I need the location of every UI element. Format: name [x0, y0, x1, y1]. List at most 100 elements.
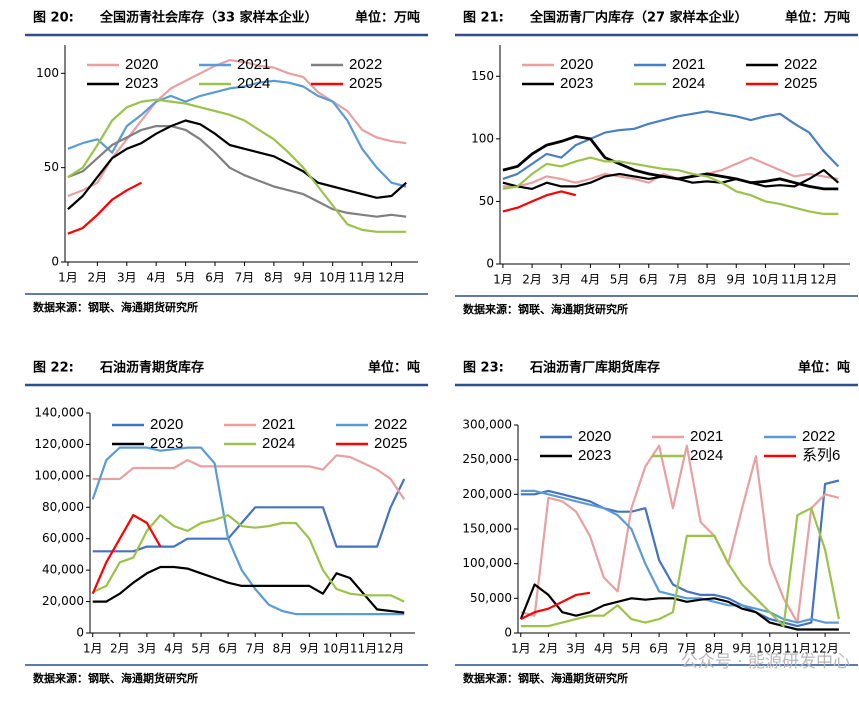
- x-tick-label: 7月: [235, 271, 255, 285]
- legend-label: 2021: [262, 416, 295, 433]
- x-tick-label: 7月: [677, 642, 697, 656]
- legend-label: 2025: [349, 75, 382, 92]
- series-line: [92, 514, 405, 603]
- legend-label: 2023: [560, 75, 593, 92]
- series-line: [67, 125, 407, 218]
- legend-label: 2023: [150, 435, 183, 452]
- series-line: [520, 479, 840, 628]
- chart-unit: 单位：吨: [368, 360, 420, 376]
- chart-title: 石油沥青厂库期货库存: [529, 360, 660, 376]
- x-tick-label: 1月: [83, 642, 103, 656]
- x-tick-label: 11月: [781, 273, 808, 287]
- series-line: [67, 119, 407, 211]
- x-tick-label: 12月: [377, 642, 404, 656]
- source-note: 数据来源：钢联、海通期货研究所: [33, 300, 198, 314]
- x-tick-label: 6月: [205, 271, 225, 285]
- legend-label: 2024: [262, 435, 295, 452]
- y-tick-label: 50: [479, 194, 494, 208]
- legend-label: 2020: [578, 428, 611, 445]
- x-tick-label: 9月: [300, 642, 320, 656]
- chart-unit: 单位：吨: [798, 360, 850, 376]
- figure-label: 图 20:: [33, 11, 74, 26]
- series-line: [91, 446, 405, 616]
- series-line: [502, 169, 840, 190]
- series-line: [91, 514, 162, 595]
- x-tick-label: 8月: [705, 642, 725, 656]
- x-tick-label: 7月: [245, 642, 265, 656]
- legend-label: 2024: [672, 75, 705, 92]
- series-line: [502, 156, 839, 215]
- x-tick-label: 3月: [566, 642, 586, 656]
- y-tick-label: 150: [471, 69, 494, 83]
- y-tick-label: 0: [76, 626, 84, 640]
- series-line: [67, 79, 407, 188]
- source-note: 数据来源：钢联、海通期货研究所: [463, 671, 628, 685]
- y-tick-label: 300,000: [462, 418, 512, 432]
- y-tick-label: 100,000: [462, 556, 512, 570]
- x-tick-label: 6月: [218, 642, 238, 656]
- figure-label: 图 22:: [33, 361, 74, 376]
- x-tick-label: 12月: [810, 273, 837, 287]
- series-line: [502, 110, 840, 180]
- x-tick-label: 3月: [551, 273, 571, 287]
- y-tick-label: 60,000: [42, 531, 84, 545]
- series-line: [502, 135, 839, 191]
- y-tick-label: 100: [471, 131, 494, 145]
- watermark: 公众号 · 能源研发中心: [681, 652, 850, 672]
- y-tick-label: 200,000: [462, 487, 512, 501]
- x-tick-label: 4月: [581, 273, 601, 287]
- figure-label: 图 21:: [463, 11, 504, 26]
- legend-label: 2022: [784, 56, 817, 73]
- legend-label: 2024: [237, 75, 270, 92]
- chart-panel: 图 20: 全国沥青社会库存（33 家样本企业） 单位：万吨数据来源：钢联、海通期货…: [25, 10, 428, 314]
- x-tick-label: 5月: [622, 642, 642, 656]
- x-tick-label: 11月: [784, 642, 811, 656]
- x-tick-label: 11月: [350, 642, 377, 656]
- legend-label: 2022: [349, 56, 382, 73]
- legend-label: 2020: [560, 56, 593, 73]
- x-tick-label: 10月: [319, 271, 346, 285]
- legend-label: 2022: [802, 428, 835, 445]
- series-line: [520, 489, 839, 624]
- series-line: [520, 591, 591, 621]
- x-tick-label: 8月: [272, 642, 292, 656]
- legend-label: 2021: [672, 56, 705, 73]
- x-tick-label: 8月: [264, 271, 284, 285]
- source-note: 数据来源：钢联、海通期货研究所: [33, 671, 198, 685]
- x-tick-label: 4月: [164, 642, 184, 656]
- legend-label: 2020: [125, 56, 158, 73]
- y-tick-label: 0: [51, 255, 59, 269]
- chart-title: 全国沥青社会库存（33 家样本企业）: [99, 10, 318, 26]
- x-tick-label: 6月: [649, 642, 669, 656]
- x-tick-label: 4月: [594, 642, 614, 656]
- y-tick-label: 100,000: [34, 468, 84, 482]
- x-tick-label: 6月: [639, 273, 659, 287]
- series-line: [67, 59, 407, 198]
- legend-label: 系列6: [802, 447, 840, 464]
- series-line: [67, 181, 143, 235]
- figure-label: 图 23:: [463, 361, 504, 376]
- x-tick-label: 8月: [697, 273, 717, 287]
- y-tick-label: 40,000: [42, 563, 84, 577]
- legend-label: 2022: [374, 416, 407, 433]
- x-tick-label: 5月: [191, 642, 211, 656]
- x-tick-label: 12月: [378, 271, 405, 285]
- legend-label: 2021: [237, 56, 270, 73]
- legend-label: 2023: [125, 75, 158, 92]
- series-line: [92, 565, 405, 614]
- chart-panel: 图 21: 全国沥青厂内库存（27 家样本企业） 单位：万吨数据来源：钢联、海通期货…: [455, 10, 858, 316]
- x-tick-label: 10月: [752, 273, 779, 287]
- x-tick-label: 1月: [58, 271, 78, 285]
- y-tick-label: 150,000: [462, 522, 512, 536]
- y-tick-label: 50,000: [470, 591, 512, 605]
- chart-unit: 单位：万吨: [355, 10, 420, 26]
- x-tick-label: 1月: [511, 642, 531, 656]
- series-line: [520, 507, 840, 628]
- x-tick-label: 2月: [539, 642, 559, 656]
- chart-title: 全国沥青厂内库存（27 家样本企业）: [529, 10, 748, 26]
- x-tick-label: 5月: [176, 271, 196, 285]
- series-line: [92, 478, 406, 553]
